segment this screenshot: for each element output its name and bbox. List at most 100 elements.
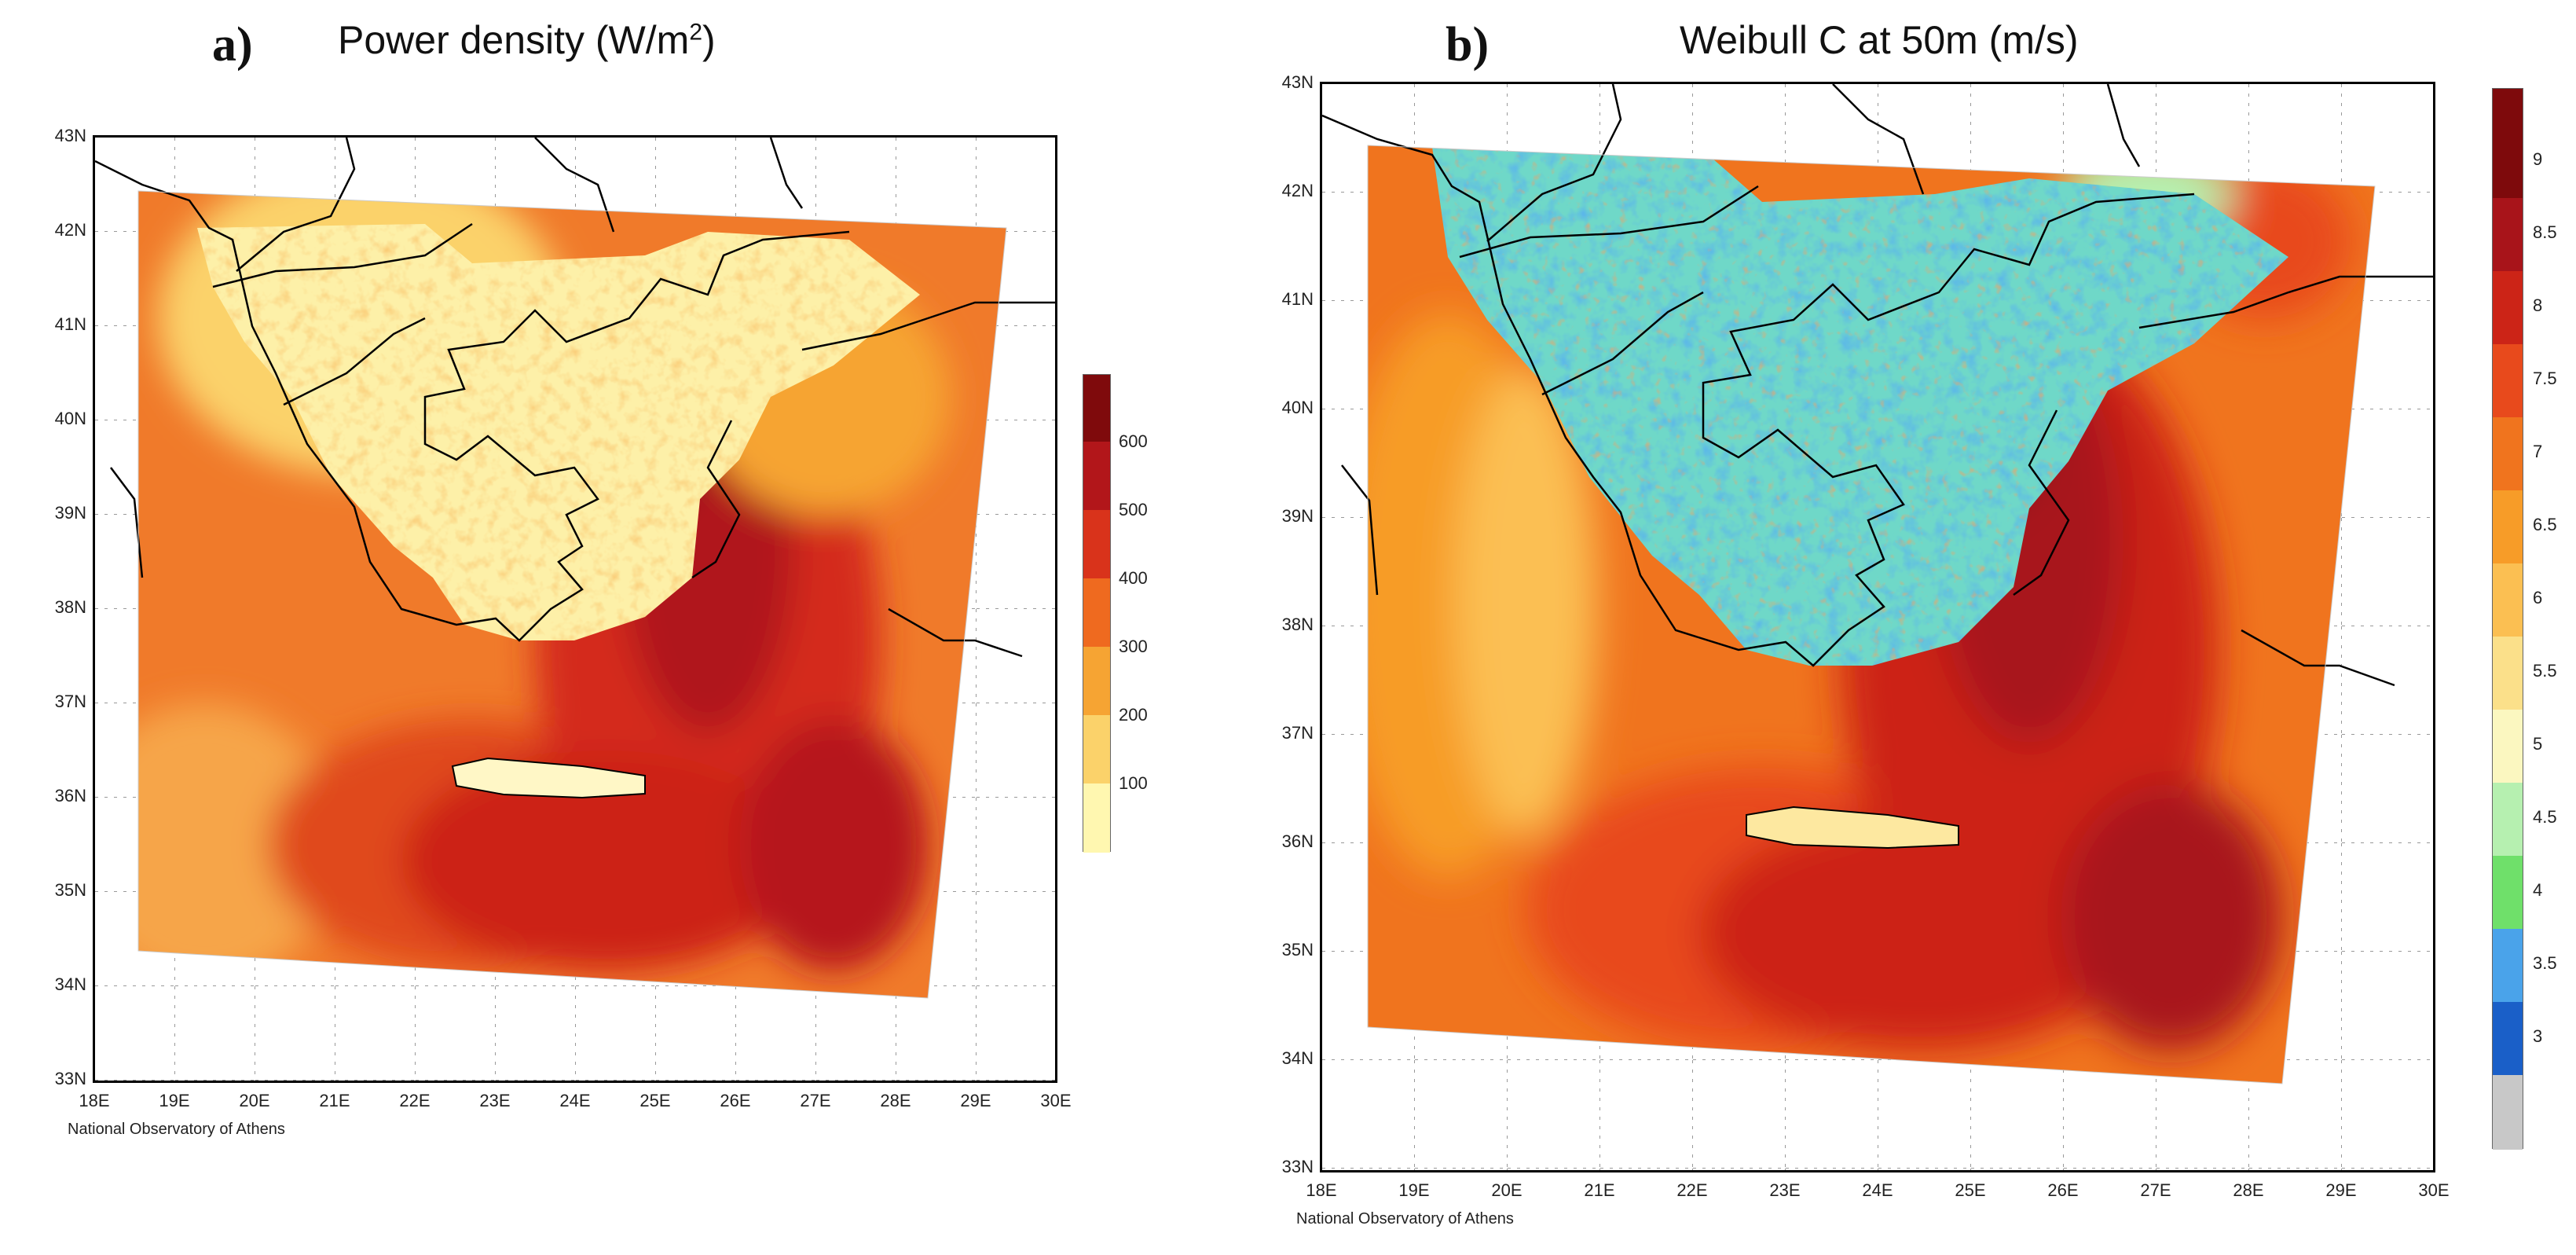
x-tick: 29E	[960, 1091, 991, 1110]
power-density-map	[95, 138, 1055, 1081]
colorbar-label: 3.5	[2533, 953, 2557, 973]
y-tick: 37N	[54, 692, 86, 711]
y-tick: 42N	[1281, 181, 1314, 200]
x-tick: 18E	[1306, 1180, 1337, 1200]
x-tick: 25E	[1955, 1180, 1986, 1200]
y-tick: 39N	[54, 503, 86, 523]
colorbar-label: 5.5	[2533, 661, 2557, 681]
colorbar-segment	[2493, 1075, 2523, 1150]
panel-letter: b)	[1446, 18, 1490, 72]
y-tick: 35N	[1281, 940, 1314, 960]
x-tick: 28E	[880, 1091, 911, 1110]
x-tick: 28E	[2233, 1180, 2264, 1200]
x-tick: 30E	[1040, 1091, 1072, 1110]
y-tick: 36N	[1281, 831, 1314, 851]
colorbar-segment	[1083, 783, 1110, 853]
x-tick: 21E	[1584, 1180, 1615, 1200]
colorbar-segment	[1083, 375, 1110, 442]
map-frame	[93, 135, 1057, 1083]
y-tick: 34N	[54, 974, 86, 994]
colorbar-segment	[1083, 715, 1110, 783]
colorbar-label: 9	[2533, 149, 2543, 169]
panel-b: b) Weibull C at 50m (m/s)	[1226, 0, 2576, 1255]
colorbar-segment	[2493, 929, 2523, 1002]
x-tick: 29E	[2325, 1180, 2357, 1200]
colorbar-label: 6.5	[2533, 515, 2557, 534]
y-tick: 40N	[54, 409, 86, 428]
x-tick: 26E	[2047, 1180, 2079, 1200]
x-tick: 27E	[2140, 1180, 2171, 1200]
colorbar-b	[2492, 88, 2523, 1150]
x-tick: 22E	[1676, 1180, 1708, 1200]
y-tick: 38N	[54, 597, 86, 617]
y-tick: 41N	[1281, 289, 1314, 309]
colorbar-segment	[2493, 490, 2523, 563]
colorbar-label: 4	[2533, 880, 2543, 900]
y-tick: 37N	[1281, 723, 1314, 743]
x-tick: 25E	[639, 1091, 671, 1110]
y-tick: 40N	[1281, 398, 1314, 417]
colorbar-segment	[2493, 1002, 2523, 1075]
colorbar-a	[1083, 374, 1111, 853]
x-tick: 21E	[319, 1091, 350, 1110]
colorbar-segment	[2493, 344, 2523, 417]
x-tick: 24E	[1862, 1180, 1893, 1200]
y-tick: 35N	[54, 880, 86, 900]
x-tick: 18E	[79, 1091, 110, 1110]
colorbar-label: 3	[2533, 1026, 2543, 1046]
colorbar-segment	[1083, 578, 1110, 647]
colorbar-segment	[2493, 417, 2523, 490]
colorbar-label: 8.5	[2533, 222, 2557, 242]
coastlines	[1322, 84, 2433, 687]
y-tick: 33N	[54, 1069, 86, 1088]
colorbar-label: 100	[1119, 773, 1148, 793]
colorbar-label: 8	[2533, 295, 2543, 315]
colorbar-label: 500	[1119, 500, 1148, 519]
coastlines	[95, 138, 1055, 658]
x-tick: 22E	[399, 1091, 431, 1110]
x-tick: 23E	[1769, 1180, 1801, 1200]
x-tick: 20E	[239, 1091, 270, 1110]
colorbar-label: 5	[2533, 734, 2543, 754]
y-tick: 42N	[54, 220, 86, 240]
y-tick: 33N	[1281, 1157, 1314, 1176]
colorbar-segment	[2493, 89, 2523, 198]
power-density-field	[138, 191, 1006, 998]
x-tick: 30E	[2418, 1180, 2450, 1200]
colorbar-segment	[1083, 510, 1110, 578]
y-tick: 43N	[54, 126, 86, 145]
map-frame	[1320, 82, 2435, 1172]
colorbar-label: 6	[2533, 588, 2543, 607]
panel-title: Weibull C at 50m (m/s)	[1680, 18, 2079, 62]
credit-label: National Observatory of Athens	[1296, 1210, 1514, 1227]
x-tick: 27E	[800, 1091, 831, 1110]
colorbar-label: 7	[2533, 442, 2543, 461]
x-tick: 19E	[159, 1091, 190, 1110]
x-tick: 19E	[1398, 1180, 1430, 1200]
y-tick: 34N	[1281, 1048, 1314, 1068]
colorbar-label: 600	[1119, 431, 1148, 451]
colorbar-segment	[1083, 442, 1110, 510]
colorbar-segment	[2493, 271, 2523, 344]
y-tick: 41N	[54, 314, 86, 334]
weibull-c-map	[1322, 84, 2433, 1170]
colorbar-label: 200	[1119, 705, 1148, 725]
x-tick: 24E	[559, 1091, 591, 1110]
panel-a: a) Power density (W/m2)	[0, 0, 1226, 1255]
colorbar-segment	[2493, 710, 2523, 783]
y-tick: 43N	[1281, 72, 1314, 92]
y-tick: 36N	[54, 786, 86, 805]
panel-title: Power density (W/m2)	[338, 18, 716, 62]
colorbar-segment	[2493, 783, 2523, 856]
colorbar-label: 400	[1119, 568, 1148, 588]
y-tick: 39N	[1281, 506, 1314, 526]
credit-label: National Observatory of Athens	[68, 1121, 285, 1138]
colorbar-segment	[2493, 637, 2523, 710]
colorbar-segment	[2493, 198, 2523, 271]
x-tick: 20E	[1491, 1180, 1523, 1200]
colorbar-label: 7.5	[2533, 369, 2557, 388]
x-tick: 26E	[720, 1091, 751, 1110]
x-tick: 23E	[479, 1091, 511, 1110]
colorbar-segment	[1083, 647, 1110, 715]
colorbar-label: 300	[1119, 637, 1148, 656]
